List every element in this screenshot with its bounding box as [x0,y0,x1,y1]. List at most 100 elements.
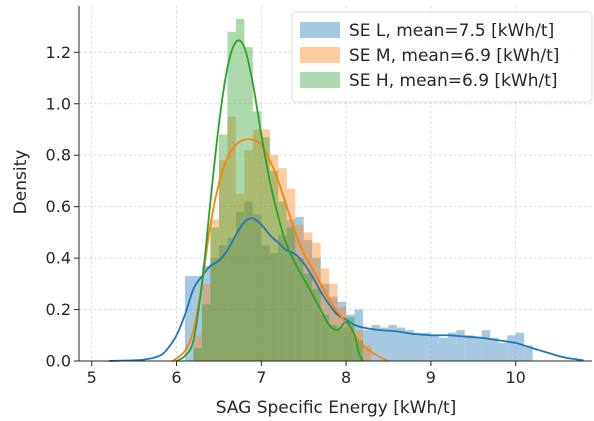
hist-bar-series-0 [201,265,211,361]
hist-bar-series-1 [210,219,219,361]
hist-bar-series-1 [218,160,228,361]
hist-bar-series-2 [320,314,330,361]
kde-curves [108,39,584,362]
x-tick-label: 6 [171,368,181,387]
hist-bar-series-0 [346,314,355,361]
hist-bar-series-0 [303,240,313,361]
hist-bar-series-0 [413,332,423,361]
hist-bar-series-1 [303,232,313,361]
hist-bar-series-2 [269,170,279,361]
legend-entry-label: SE H, mean=6.9 [kWh/t] [349,71,558,91]
hist-bar-series-2 [252,111,262,362]
legend: SE L, mean=7.5 [kWh/t] SE M, mean=6.9 [kW… [291,11,593,103]
y-tick-label: 0.4 [46,249,71,268]
hist-bar-series-1 [244,150,253,361]
hist-bar-series-1 [201,283,211,361]
hist-bar-series-0 [261,245,270,361]
legend-box [291,11,593,103]
hist-bar-series-0 [235,211,245,361]
y-tick-label: 0.8 [46,146,71,165]
hist-bar-series-2 [303,273,313,361]
legend-swatch [300,22,340,38]
hist-bar-series-2 [201,304,211,361]
hist-bar-series-1 [329,283,338,361]
legend-entry-label: SE M, mean=6.9 [kWh/t] [349,46,559,66]
hist-bar-series-0 [295,216,304,361]
x-tick-label: 8 [341,368,351,387]
hist-bar-series-0 [490,337,499,361]
hist-bar-series-1 [337,306,347,361]
hist-bar-series-0 [184,276,194,361]
y-tick-label: 0.6 [46,197,71,216]
hist-bar-series-0 [380,327,389,361]
hist-bar-series-2 [218,134,228,361]
hist-bar-series-2 [337,327,347,361]
x-tick-label: 7 [256,368,266,387]
y-tick-label: 0.2 [46,300,71,319]
y-axis-label: Density [11,150,31,215]
hist-bar-series-1 [346,327,355,361]
legend-swatch [300,72,340,88]
hist-bar-series-0 [227,237,236,361]
hist-bar-series-0 [278,234,287,361]
hist-bar-series-0 [210,258,219,361]
hist-bar-series-0 [337,301,347,361]
tick-labels: 5 6 7 8 9 10 0.0 0.2 0.4 0.6 0.8 1.0 1.2 [46,43,526,387]
hist-bar-series-2 [346,317,355,361]
hist-bar-series-0 [396,327,406,361]
hist-bar-series-1 [252,129,262,361]
hist-bar-series-2 [278,201,287,361]
hist-bar-series-0 [498,342,508,361]
hist-bar-series-0 [515,332,525,361]
hist-bar-series-0 [363,330,372,361]
hist-bar-series-2 [295,258,304,361]
y-tick-label: 0.0 [46,352,71,371]
hist-bar-series-0 [388,324,397,361]
hist-bar-series-1 [354,330,364,361]
hist-bar-series-2 [244,47,253,361]
hist-bar-series-2 [227,31,236,361]
legend-swatch [300,47,340,63]
hist-bar-series-0 [320,283,330,361]
hist-bar-series-0 [507,335,516,361]
hist-bar-series-0 [524,345,533,361]
hist-bar-series-0 [456,330,465,361]
hist-bar-series-0 [252,214,262,361]
hist-bar-series-0 [244,201,253,361]
hist-bar-series-0 [473,337,482,361]
x-tick-label: 9 [426,368,436,387]
hist-bar-series-2 [193,348,202,361]
hist-bar-series-0 [447,332,457,361]
hist-bar-series-2 [235,18,245,362]
hist-bar-series-2 [261,137,270,361]
hist-bar-series-1 [320,268,330,361]
y-tick-label: 1.2 [46,43,71,62]
kde-line-series-2 [176,39,364,362]
hist-bar-series-1 [261,129,270,361]
y-tick-label: 1.0 [46,94,71,113]
hist-bar-series-1 [227,116,236,362]
hist-bar-series-0 [405,330,414,361]
hist-bar-series-1 [193,335,202,361]
kde-line-series-0 [108,217,584,362]
hist-bar-series-0 [422,332,431,361]
hist-bar-series-0 [430,335,440,361]
x-tick-label: 10 [506,368,526,387]
hist-bar-series-0 [354,309,364,361]
hist-bar-series-2 [286,227,296,361]
hist-bar-series-0 [286,219,296,361]
x-axis-label: SAG Specific Energy [kWh/t] [216,398,457,418]
hist-bar-series-1 [286,188,296,361]
hist-bar-series-2 [210,227,219,361]
axes [78,6,592,362]
hist-bar-series-0 [269,252,279,361]
hist-bar-series-1 [269,155,279,361]
hist-bar-series-1 [278,168,287,361]
hist-bar-series-0 [312,258,321,361]
hist-bar-series-0 [481,330,491,361]
hist-bar-series-1 [295,224,304,361]
hist-bar-series-0 [218,245,228,361]
legend-entry-label: SE L, mean=7.5 [kWh/t] [349,21,554,41]
hist-bar-series-1 [363,345,372,361]
